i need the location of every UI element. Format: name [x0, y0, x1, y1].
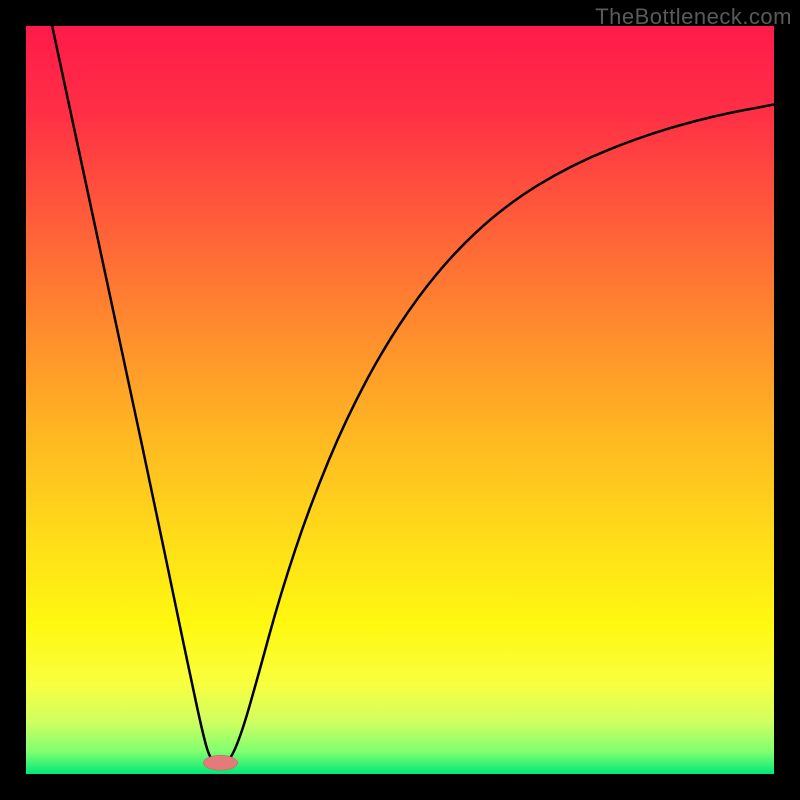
plot-background — [26, 26, 774, 774]
chart-svg — [0, 0, 800, 800]
minimum-marker — [203, 755, 237, 770]
watermark-text: TheBottleneck.com — [595, 4, 792, 30]
bottleneck-chart: TheBottleneck.com — [0, 0, 800, 800]
